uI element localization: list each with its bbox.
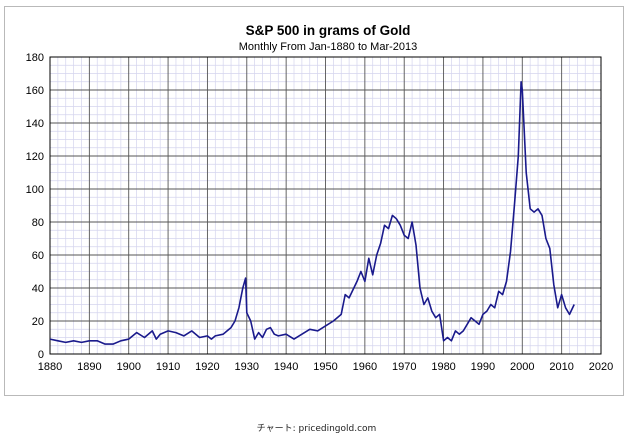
- x-axis-tick-labels: 1880 1890 1900 1910 1920 1930 1940 1950 1960 1970…: [38, 361, 613, 373]
- y-tick-label: 60: [32, 250, 44, 262]
- x-tick-label: 1980: [431, 361, 455, 373]
- x-tick-label: 1880: [38, 361, 62, 373]
- y-tick-label: 160: [26, 85, 44, 97]
- x-tick-label: 1910: [156, 361, 180, 373]
- sp500-gold-line-chart: S&P 500 in grams of Gold Monthly From Ja…: [26, 23, 614, 373]
- y-tick-label: 120: [26, 151, 44, 163]
- x-tick-label: 1950: [313, 361, 337, 373]
- x-tick-label: 1930: [235, 361, 259, 373]
- y-tick-label: 100: [26, 184, 44, 196]
- source-caption: チャート: pricedingold.com: [256, 424, 377, 434]
- x-tick-label: 1970: [392, 361, 416, 373]
- y-tick-label: 0: [38, 349, 44, 361]
- x-tick-label: 1940: [274, 361, 298, 373]
- x-tick-label: 2000: [510, 361, 534, 373]
- y-tick-label: 180: [26, 52, 44, 64]
- sp500-gold-series-line: [49, 81, 575, 345]
- x-tick-label: 2010: [549, 361, 573, 373]
- x-tick-label: 1900: [116, 361, 140, 373]
- x-tick-label: 2020: [589, 361, 613, 373]
- y-tick-label: 20: [32, 316, 44, 328]
- y-tick-label: 80: [32, 217, 44, 229]
- y-tick-label: 140: [26, 118, 44, 130]
- chart-frame: S&P 500 in grams of Gold Monthly From Ja…: [4, 6, 624, 396]
- y-axis-tick-labels: 0 20 40 60 80 100 120 140 160 180: [26, 52, 44, 361]
- x-tick-label: 1960: [353, 361, 377, 373]
- chart-title: S&P 500 in grams of Gold: [246, 23, 411, 38]
- chart-subtitle: Monthly From Jan-1880 to Mar-2013: [239, 41, 418, 53]
- x-tick-label: 1990: [471, 361, 495, 373]
- y-tick-label: 40: [32, 283, 44, 295]
- plot-area-border: [49, 56, 602, 355]
- x-tick-label: 1890: [77, 361, 101, 373]
- x-tick-label: 1920: [195, 361, 219, 373]
